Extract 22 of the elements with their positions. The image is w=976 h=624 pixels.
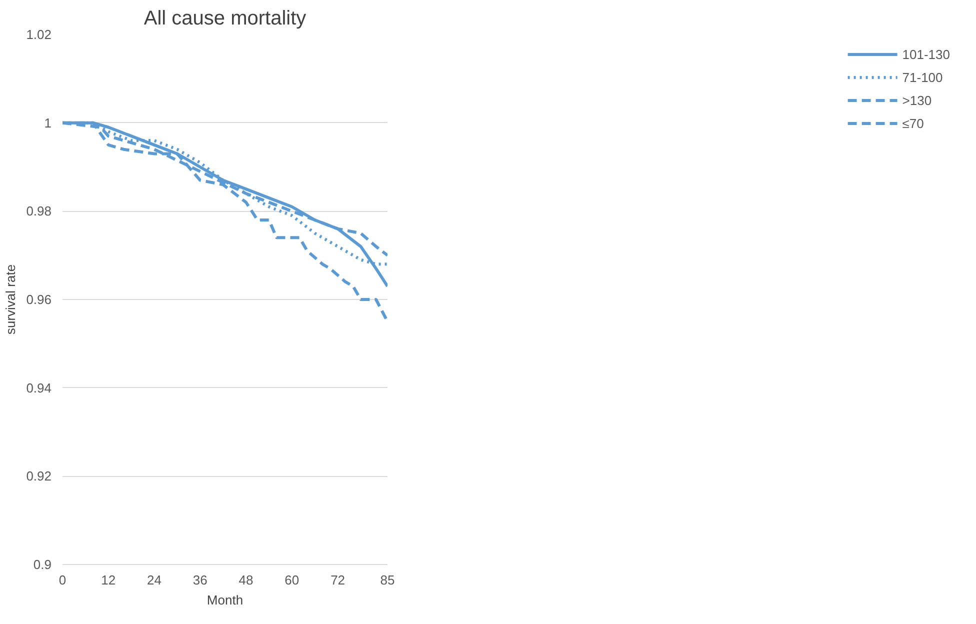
legend-label: >130 — [902, 92, 932, 108]
x-tick-label: 24 — [147, 572, 162, 588]
y-tick-label: 0.9 — [33, 557, 52, 572]
legend-label: 101-130 — [902, 46, 950, 62]
legend-label: 71-100 — [902, 70, 943, 84]
y-tick-label: 0.92 — [26, 468, 52, 484]
x-tick-label: 48 — [238, 572, 254, 588]
y-tick-label: 1 — [44, 115, 52, 130]
x-tick-label: 36 — [192, 572, 208, 588]
x-tick-label: 85 — [380, 572, 395, 588]
y-axis-title: survival rate — [3, 264, 18, 335]
y-tick-label: 1.02 — [26, 27, 52, 42]
x-tick-label: 72 — [330, 572, 346, 588]
chart-title: All cause mortality — [144, 8, 306, 30]
y-tick-label: 0.98 — [26, 204, 52, 219]
x-tick-label: 0 — [58, 572, 66, 588]
x-axis-title: Month — [206, 592, 244, 608]
y-tick-label: 0.96 — [26, 292, 52, 307]
x-tick-label: 60 — [284, 572, 300, 588]
x-tick-label: 12 — [101, 572, 116, 588]
y-tick-label: 0.94 — [26, 380, 52, 396]
legend-label: ≤70 — [902, 116, 924, 130]
